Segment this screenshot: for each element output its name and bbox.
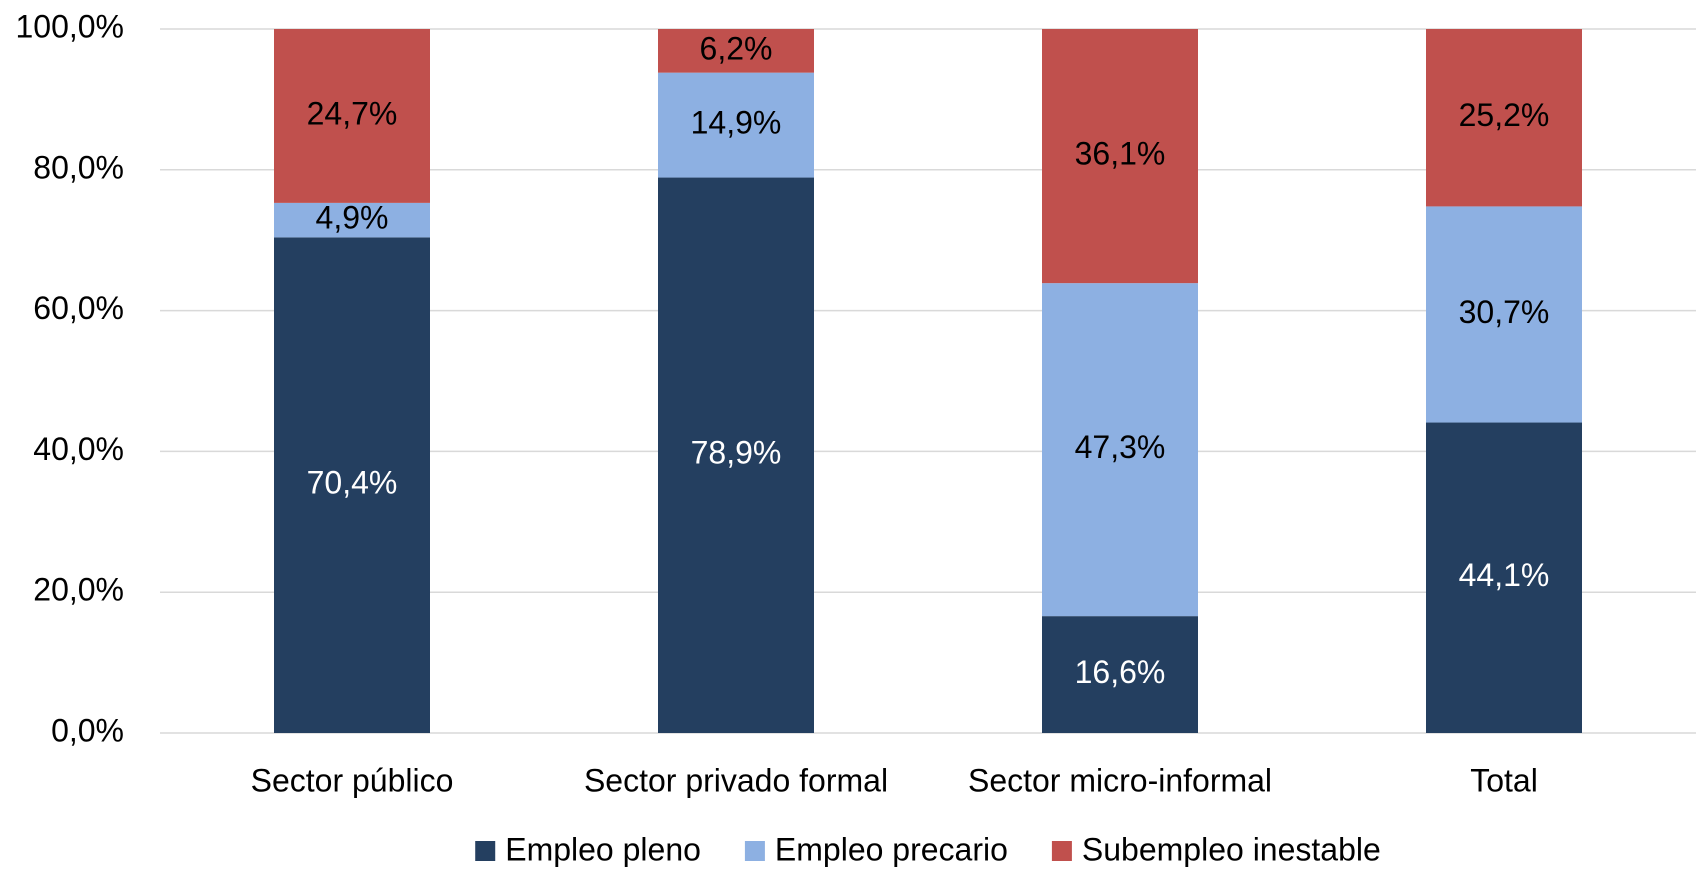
legend-swatch (744, 841, 765, 861)
data-label: 47,3% (1075, 429, 1166, 465)
data-label: 14,9% (691, 105, 782, 141)
data-label: 36,1% (1075, 136, 1166, 172)
bar-segment (274, 202, 430, 238)
bar-segment (658, 177, 814, 733)
bar-segment (1042, 283, 1198, 617)
data-label: 6,2% (700, 30, 773, 66)
data-label: 16,6% (1075, 654, 1166, 690)
legend-swatch (1051, 841, 1072, 861)
legend-swatch (475, 841, 496, 861)
bar-segment (1426, 422, 1582, 733)
bar-segment (274, 29, 430, 203)
y-tick-label: 60,0% (33, 290, 124, 326)
data-label: 70,4% (307, 465, 398, 501)
legend-label: Empleo precario (775, 831, 1008, 867)
bar-segment (1042, 29, 1198, 284)
data-label: 30,7% (1459, 294, 1550, 330)
y-tick-label: 100,0% (15, 8, 124, 44)
y-tick-label: 0,0% (51, 712, 124, 748)
y-tick-label: 20,0% (33, 572, 124, 608)
bar-segment (1426, 29, 1582, 207)
bar-segment (1426, 206, 1582, 423)
data-label: 24,7% (307, 95, 398, 131)
x-tick-label: Sector micro-informal (968, 762, 1272, 798)
data-label: 78,9% (691, 435, 782, 471)
data-label: 25,2% (1459, 97, 1550, 133)
legend-label: Empleo pleno (505, 831, 701, 867)
data-label: 44,1% (1459, 557, 1550, 593)
bar-segment (658, 72, 814, 178)
x-tick-label: Sector privado formal (584, 762, 888, 798)
bar-segment (274, 237, 430, 733)
bar-segment (658, 29, 814, 73)
x-tick-label: Sector público (251, 762, 454, 798)
legend-label: Subempleo inestable (1082, 831, 1381, 867)
x-tick-label: Total (1470, 762, 1538, 798)
y-tick-label: 40,0% (33, 431, 124, 467)
bar-segment (1042, 616, 1198, 733)
data-label: 4,9% (316, 200, 389, 236)
y-tick-label: 80,0% (33, 149, 124, 185)
